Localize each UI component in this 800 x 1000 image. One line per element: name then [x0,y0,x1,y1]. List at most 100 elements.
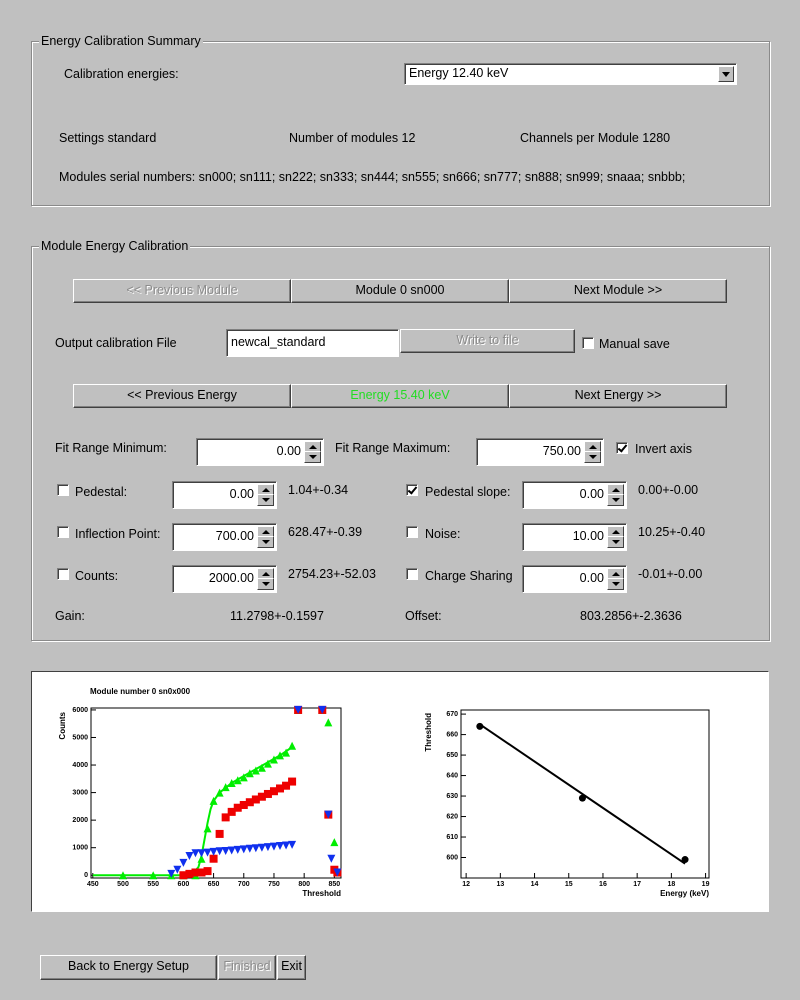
checkbox[interactable] [406,484,418,496]
marker [330,838,339,847]
label: Inflection Point: [75,527,161,541]
marker [227,807,236,816]
label: Modules serial numbers: sn000; sn111; sn… [59,170,686,184]
spin-down[interactable] [584,451,601,463]
marker [221,846,230,855]
x-axis-label: Energy (keV) [660,889,709,898]
spin-input[interactable]: 2000.00 [172,565,277,593]
summary-group [31,41,770,206]
marker [327,854,336,863]
button[interactable]: Exit [277,955,306,980]
x-tick-label: 700 [238,881,250,888]
checkbox[interactable] [406,568,418,580]
marker [324,810,333,819]
marker [282,748,291,757]
spin-down[interactable] [607,536,624,548]
checkbox[interactable] [616,442,628,454]
checkbox[interactable] [582,337,594,349]
x-tick-label: 500 [117,881,129,888]
button[interactable]: << Previous Energy [73,384,291,408]
spin-input[interactable]: 750.00 [476,438,604,466]
marker [288,840,297,849]
button[interactable]: Next Module >> [509,279,727,303]
marker [269,787,278,796]
spin-input[interactable]: 0.00 [172,481,277,509]
y-tick-label: 650 [446,752,458,759]
spin-down[interactable] [257,578,274,590]
marker [263,759,272,768]
marker [227,778,236,787]
x-tick-label: 750 [268,881,280,888]
marker [173,865,182,874]
x-tick-label: 450 [87,881,99,888]
marker [251,795,260,804]
chart-title: Module number 0 sn0x000 [90,687,191,696]
energy-combo[interactable]: Energy 12.40 keV [404,63,737,85]
checkbox[interactable] [406,526,418,538]
marker [239,845,248,854]
plot-panel: 450 500 550 600 650 700 750 800 850 0 1000 2000 3000… [31,671,769,912]
checkbox[interactable] [57,568,69,580]
y-tick-label: 670 [446,711,458,718]
y-tick-label: 1000 [72,845,88,852]
marker [269,842,278,851]
y-tick-label: 4000 [72,762,88,769]
spin-up[interactable] [607,568,624,580]
plot-frame [90,707,342,879]
checkbox[interactable] [57,484,69,496]
spin-input[interactable]: 700.00 [172,523,277,551]
marker [233,845,242,854]
button[interactable]: Write to file [400,329,575,353]
label: Channels per Module 1280 [520,131,671,145]
label: Fit Range Maximum: [335,441,451,455]
marker [294,705,303,714]
spin-down[interactable] [607,494,624,506]
marker [269,755,278,764]
marker [276,751,285,760]
y-tick-label: 620 [446,813,458,820]
spin-down[interactable] [304,451,321,463]
combo-text: Energy 12.40 keV [409,66,509,80]
spin-input[interactable]: 0.00 [522,481,627,509]
button[interactable]: Next Energy >> [509,384,727,408]
text-input[interactable]: newcal_standard [226,329,399,357]
label: Fit Range Minimum: [55,441,167,455]
button[interactable]: Back to Energy Setup [40,955,217,980]
label: Number of modules 12 [289,131,416,145]
spin-input[interactable]: 10.00 [522,523,627,551]
y-axis-label: Threshold [424,713,433,752]
y-tick-label: 600 [446,854,458,861]
marker [197,854,206,863]
marker [282,781,291,790]
spin-down[interactable] [257,536,274,548]
y-tick-label: 610 [446,834,458,841]
marker [227,846,236,855]
marker [282,841,291,850]
marker [167,869,176,878]
dropdown-arrow[interactable] [718,66,734,82]
button[interactable]: Finished [218,955,276,980]
marker [324,718,333,727]
label: Noise: [425,527,461,541]
button[interactable]: << Previous Module [73,279,291,303]
spin-up[interactable] [257,568,274,580]
marker [251,844,260,853]
value: 803.2856+-2.3636 [580,609,682,623]
spin-input[interactable]: 0.00 [522,565,627,593]
y-tick-label: 630 [446,793,458,800]
marker [276,842,285,851]
marker [197,849,206,858]
spin-input[interactable]: 0.00 [196,438,324,466]
y-axis-label: Counts [58,711,67,739]
marker [191,868,200,877]
spin-down[interactable] [257,494,274,506]
x-axis-label: Threshold [302,889,341,898]
marker [119,871,128,880]
spin-up[interactable] [257,526,274,538]
x-tick-label: 17 [633,881,641,888]
checkbox[interactable] [57,526,69,538]
spin-down[interactable] [607,578,624,590]
label: Settings standard [59,131,157,145]
result: 2754.23+-52.03 [288,567,376,581]
